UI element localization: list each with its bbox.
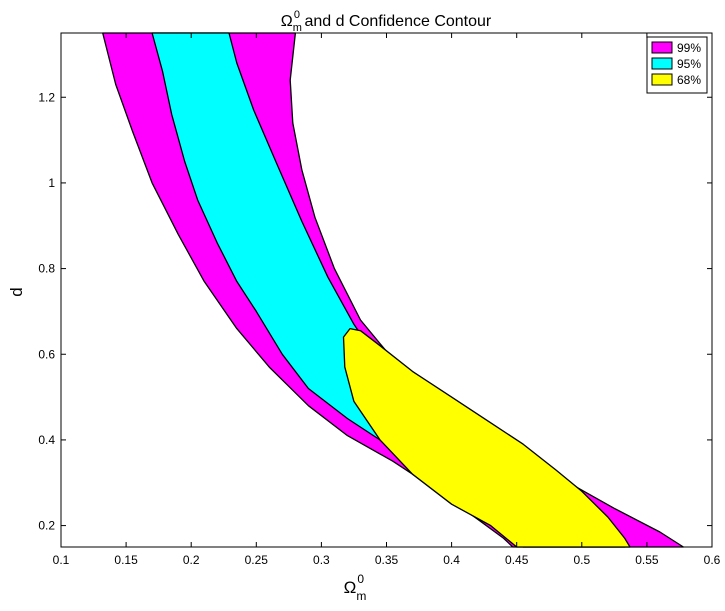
x-tick-label: 0.2 [183,553,200,567]
legend-swatch-99 [651,41,673,54]
chart-title: Ωm0 and d Confidence Contour [281,9,492,34]
legend: 99% 95% 68% [646,36,708,94]
x-tick-label: 0.55 [635,553,659,567]
x-axis-title-subscript: m [356,589,366,603]
x-axis-title: Ωm 0 [344,572,367,603]
x-tick-label: 0.35 [375,553,399,567]
x-tick-label: 0.6 [704,553,721,567]
y-tick-label: 0.8 [38,262,55,276]
title-symbol: Ω [281,13,293,30]
y-axis-title: d [7,287,26,296]
x-axis-ticks: 0.1 0.15 0.2 0.25 0.3 0.35 0.4 0.45 0.5 0.55 0.6 [53,33,721,567]
y-tick-label: 0.2 [38,519,55,533]
x-axis-title-superscript: 0 [357,572,364,586]
legend-label-95: 95% [677,57,701,71]
contour-region-68 [342,327,631,548]
y-tick-label: 1 [48,176,55,190]
x-tick-label: 0.5 [573,553,590,567]
y-tick-label: 0.6 [38,347,55,361]
legend-label-99: 99% [677,41,701,55]
legend-label-68: 68% [677,73,701,87]
x-tick-label: 0.3 [313,553,330,567]
y-tick-label: 1.2 [38,90,55,104]
x-tick-label: 0.1 [53,553,70,567]
legend-swatch-95 [651,57,673,70]
y-axis-ticks: 0.2 0.4 0.6 0.8 1 1.2 [38,90,712,533]
title-subscript: m [293,22,302,34]
title-superscript: 0 [294,9,300,21]
x-tick-label: 0.45 [505,553,529,567]
legend-swatch-68 [651,73,673,86]
title-rest: and d Confidence Contour [300,13,492,30]
x-axis-title-symbol: Ω [344,578,357,597]
x-tick-label: 0.4 [443,553,460,567]
x-tick-label: 0.15 [114,553,138,567]
y-tick-label: 0.4 [38,433,55,447]
x-tick-label: 0.25 [245,553,269,567]
